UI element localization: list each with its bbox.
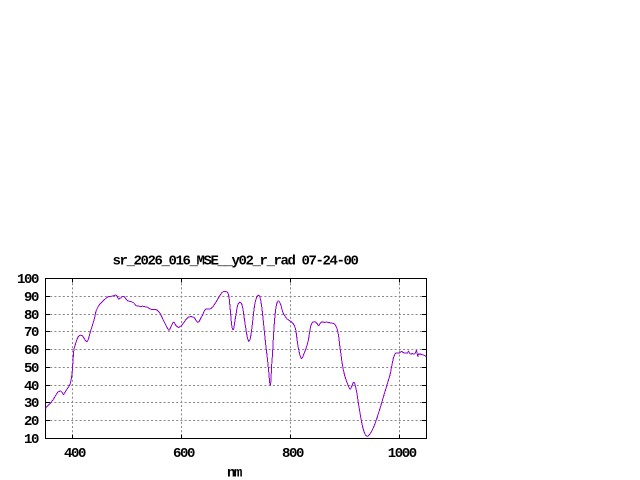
svg-text:30: 30 bbox=[24, 396, 39, 412]
svg-text:800: 800 bbox=[282, 446, 304, 462]
svg-text:10: 10 bbox=[24, 432, 39, 448]
svg-text:50: 50 bbox=[24, 361, 39, 377]
svg-text:20: 20 bbox=[24, 414, 39, 430]
svg-text:90: 90 bbox=[24, 290, 39, 306]
svg-text:100: 100 bbox=[17, 272, 39, 288]
svg-text:80: 80 bbox=[24, 308, 39, 324]
svg-text:1000: 1000 bbox=[388, 446, 417, 462]
svg-text:nm: nm bbox=[227, 466, 242, 480]
svg-text:70: 70 bbox=[24, 325, 39, 341]
svg-text:sr_2026_016_MSE__y02_r_rad 07-: sr_2026_016_MSE__y02_r_rad 07-24-00 bbox=[112, 254, 358, 270]
svg-text:60: 60 bbox=[24, 343, 39, 359]
svg-text:600: 600 bbox=[173, 446, 195, 462]
svg-text:40: 40 bbox=[24, 379, 39, 395]
svg-text:400: 400 bbox=[64, 446, 86, 462]
